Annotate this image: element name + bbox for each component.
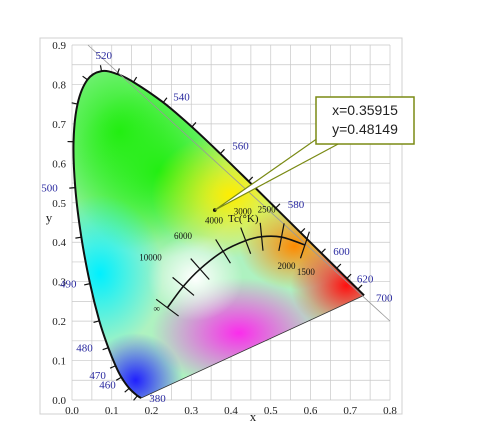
x-tick-label: 0.3 (184, 405, 198, 417)
cct-label: ∞ (153, 304, 159, 314)
x-tick-label: 0.2 (145, 405, 159, 417)
x-tick-label: 0.1 (105, 405, 119, 417)
cct-label: 3000 (234, 207, 253, 217)
callout-box (315, 96, 415, 145)
locus-tick (132, 76, 138, 83)
isotherm-line (155, 298, 179, 317)
spectral-locus (67, 44, 391, 401)
locus-tick (115, 376, 122, 381)
y-tick-label: 0.8 (52, 79, 66, 91)
y-tick-label: 0.3 (52, 277, 66, 289)
locus-tick (275, 203, 281, 209)
locus-tick (93, 320, 100, 324)
locus-tick (357, 284, 363, 290)
cct-label: 2500 (258, 205, 277, 215)
wavelength-label: 520 (96, 50, 113, 62)
coordinate-callout: x=0.35915 y=0.48149 (214, 96, 415, 211)
gamut-blob (290, 238, 365, 333)
isotherm-line (299, 231, 310, 259)
wavelength-label: 540 (173, 91, 190, 103)
cct-label: 6000 (174, 231, 193, 241)
locus-tick (248, 176, 254, 182)
cct-label: 4000 (205, 215, 224, 225)
locus-tick (219, 148, 225, 155)
locus-tick (320, 248, 326, 254)
isotherm-line (278, 223, 285, 251)
wavelength-label: 470 (89, 370, 106, 382)
locus-tick (300, 227, 306, 234)
wavelength-label: 700 (376, 292, 393, 304)
tc-label: Tc(°K) (228, 213, 259, 225)
x-axis-title: x (250, 409, 257, 424)
wavelength-label: 500 (41, 183, 58, 195)
x-tick-label: 0.5 (264, 405, 278, 417)
x-tick-label: 0.6 (304, 405, 318, 417)
x-tick-label: 0.0 (65, 405, 79, 417)
y-tick-label: 0.2 (52, 316, 66, 328)
x-tick-label: 0.4 (224, 405, 238, 417)
y-axis-title: y (46, 210, 53, 225)
axes: 0.0 0.1 0.2 0.3 0.4 0.5 0.6 0.7 0.8 0.0 0.1 0.2 0.3 0… (52, 40, 397, 417)
locus-tick (102, 347, 109, 351)
isotherm-line (215, 239, 231, 264)
wavelength-label: 460 (99, 379, 116, 391)
y-tick-label: 0.4 (52, 237, 66, 249)
locus-tick (84, 283, 91, 286)
x-tick-label: 0.8 (383, 405, 397, 417)
y-tick-label: 0.5 (52, 198, 66, 210)
cct-label: 10000 (139, 252, 162, 262)
locus-tick (191, 122, 197, 128)
boundary-diagonal (87, 44, 391, 322)
gamut-blob (73, 194, 164, 353)
isotherm-line (240, 227, 252, 254)
locus-tick (109, 365, 116, 369)
locus-tick (99, 65, 103, 72)
wavelength-label: 380 (149, 393, 166, 405)
locus-tick (336, 263, 342, 269)
locus-tick (82, 75, 88, 81)
locus-tick (124, 387, 130, 393)
x-tick-label: 0.7 (343, 405, 357, 417)
cct-label: 1500 (297, 267, 316, 277)
callout-y-value: y=0.48149 (332, 121, 398, 137)
y-tick-label: 0.7 (52, 119, 66, 131)
wavelength-label: 560 (232, 141, 249, 153)
callout-x-value: x=0.35915 (332, 102, 398, 118)
isotherm-line (172, 276, 195, 296)
wavelength-label: 580 (288, 199, 305, 211)
wavelength-label: 600 (333, 246, 350, 258)
y-tick-label: 0.9 (52, 40, 66, 52)
locus-tick (75, 236, 82, 239)
y-tick-label: 0.0 (52, 395, 66, 407)
locus-tick (162, 97, 168, 103)
locus-tick (133, 395, 138, 401)
isotherm-line (259, 222, 264, 251)
locus-tick (346, 273, 352, 279)
locus-tick (71, 102, 78, 105)
y-tick-label: 0.6 (52, 158, 66, 170)
wavelength-label: 620 (357, 273, 374, 285)
purple-line (141, 294, 365, 399)
isotherm-line (190, 258, 210, 280)
locus-tick (116, 68, 120, 75)
wavelength-label: 490 (60, 279, 77, 291)
wavelength-label: 480 (76, 343, 93, 355)
y-tick-label: 0.1 (52, 356, 66, 368)
gamut-blob (147, 234, 243, 322)
planck-curve (166, 235, 306, 309)
cct-label: 2000 (277, 261, 296, 271)
